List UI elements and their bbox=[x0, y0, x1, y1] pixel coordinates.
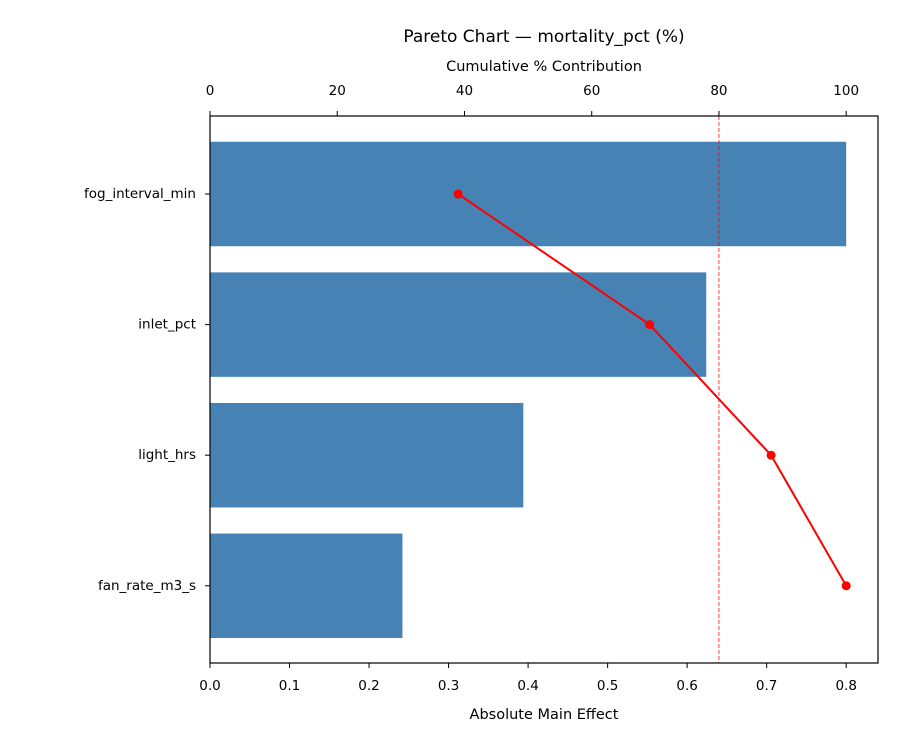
bar bbox=[210, 402, 524, 508]
x2-tick-label: 60 bbox=[583, 83, 600, 99]
x-tick-label: 0.1 bbox=[279, 678, 300, 694]
x-tick-label: 0.3 bbox=[438, 678, 459, 694]
bar bbox=[210, 533, 403, 639]
x-tick-label: 0.6 bbox=[676, 678, 697, 694]
x2-tick-label: 40 bbox=[456, 83, 473, 99]
x2-tick-label: 80 bbox=[710, 83, 727, 99]
y-tick-label: fan_rate_m3_s bbox=[98, 578, 196, 594]
cumulative-point bbox=[453, 189, 463, 199]
x2-tick-label: 0 bbox=[206, 83, 215, 99]
x-axis-label: Absolute Main Effect bbox=[470, 707, 619, 723]
chart-title: Pareto Chart — mortality_pct (%) bbox=[403, 27, 684, 47]
y-tick-label: light_hrs bbox=[138, 447, 196, 463]
x-tick-label: 0.7 bbox=[756, 678, 777, 694]
cumulative-point bbox=[766, 450, 776, 460]
cumulative-point bbox=[841, 581, 851, 591]
y-tick-label: inlet_pct bbox=[138, 317, 196, 333]
plot-frame bbox=[209, 115, 879, 664]
x-tick-label: 0.4 bbox=[517, 678, 538, 694]
x-tick-label: 0.2 bbox=[358, 678, 379, 694]
bar bbox=[210, 272, 707, 377]
x2-axis-label: Cumulative % Contribution bbox=[446, 59, 642, 75]
bar bbox=[210, 141, 847, 247]
x-tick-label: 0.8 bbox=[835, 678, 856, 694]
cumulative-line bbox=[457, 193, 848, 587]
x-tick-label: 0.5 bbox=[597, 678, 618, 694]
cumulative-point bbox=[645, 320, 655, 330]
x-tick-label: 0.0 bbox=[199, 678, 220, 694]
x2-tick-label: 20 bbox=[329, 83, 346, 99]
y-tick-label: fog_interval_min bbox=[84, 186, 196, 202]
x2-tick-label: 100 bbox=[833, 83, 859, 99]
